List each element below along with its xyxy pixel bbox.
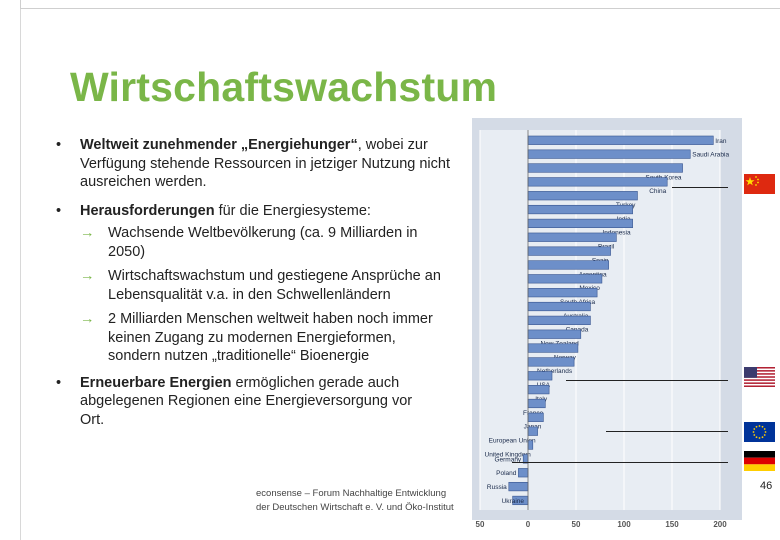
sub-text: 2 Milliarden Menschen weltweit haben noc… — [108, 311, 433, 364]
page-number: 46 — [760, 480, 773, 492]
bar — [527, 232, 617, 242]
bar — [527, 218, 633, 228]
bar — [527, 315, 591, 325]
bar — [527, 371, 553, 381]
bar-label: Russia — [487, 484, 507, 491]
bullet-text: für die Energiesysteme: — [214, 202, 371, 219]
bar-label: Netherlands — [537, 368, 573, 375]
china-flag — [744, 174, 775, 194]
bullet-text: , wobei zur Verfügung stehende Ressource… — [80, 137, 450, 190]
bar-label: Poland — [496, 470, 517, 477]
bar — [527, 149, 691, 159]
bar — [527, 274, 603, 284]
bar-label: United Kingdom — [485, 451, 531, 458]
x-tick-label: 0 — [526, 520, 531, 529]
slide-frame-left — [20, 0, 21, 540]
bullet-text: ermöglichen gerade auch abgelegenen Regi… — [80, 374, 413, 428]
sub-item: → Wirtschaftswachstum und gestiegene Ans… — [56, 267, 456, 304]
bar-label: Ukraine — [502, 498, 525, 505]
sub-text: Wirtschaftswachstum und gestiegene Anspr… — [108, 268, 441, 303]
footer: econsense – Forum Nachhaltige Entwicklun… — [256, 487, 454, 515]
footer-line: der Deutschen Wirtschaft e. V. und Öko-I… — [256, 502, 454, 513]
bar — [527, 177, 668, 187]
x-tick-label: 50 — [572, 520, 581, 529]
sub-item: → 2 Milliarden Menschen weltweit haben n… — [56, 310, 456, 366]
bar-label: Iran — [715, 138, 727, 145]
x-tick-label: 50 — [476, 520, 485, 529]
bar — [518, 468, 529, 478]
bar — [527, 288, 598, 298]
bar-label: Saudi Arabia — [692, 152, 729, 159]
bar — [527, 385, 550, 395]
bar-label: Germany — [494, 456, 521, 463]
bar — [508, 481, 529, 492]
usa-pointer-line — [566, 380, 728, 381]
eu-pointer-line — [606, 431, 728, 432]
germany-flag — [744, 451, 775, 471]
bar — [527, 204, 633, 215]
bar-label: European Union — [489, 437, 536, 444]
bar — [527, 440, 534, 450]
slide-frame-top — [20, 0, 780, 9]
bar — [527, 398, 546, 409]
bar — [527, 191, 638, 201]
bullet-item: • Erneuerbare Energien ermöglichen gerad… — [56, 374, 456, 430]
china-pointer-line — [672, 187, 728, 188]
bar-label: China — [649, 188, 666, 195]
bar-label: Indonesia — [602, 230, 631, 237]
slide-title: Wirtschaftswachstum — [70, 64, 498, 110]
x-tick-label: 150 — [665, 520, 679, 529]
bullet-dot: • — [56, 374, 62, 391]
bullet-list: • Weltweit zunehmender „Energiehunger“, … — [56, 136, 456, 429]
bar — [527, 329, 582, 339]
arrow-icon: → — [80, 311, 95, 327]
bar — [527, 246, 611, 256]
bullet-item: • Herausforderungen für die Energiesyste… — [56, 202, 456, 221]
bullet-bold: Erneuerbare Energien — [80, 374, 232, 391]
bar — [527, 301, 591, 312]
footer-line: econsense – Forum Nachhaltige Entwicklun… — [256, 488, 447, 499]
bar — [527, 412, 544, 422]
usa-flag — [744, 367, 775, 387]
x-tick-label: 200 — [713, 520, 727, 529]
bar — [527, 260, 609, 270]
bullet-dot: • — [56, 202, 62, 219]
sub-text: Wachsende Weltbevölkerung (ca. 9 Milliar… — [108, 225, 418, 260]
arrow-icon: → — [80, 225, 95, 241]
bullet-item: • Weltweit zunehmender „Energiehunger“, … — [56, 136, 456, 192]
bullet-bold: Herausforderungen — [80, 202, 215, 219]
sub-item: → Wachsende Weltbevölkerung (ca. 9 Milli… — [56, 224, 456, 261]
bar — [527, 163, 683, 173]
bar — [527, 343, 579, 353]
x-tick-label: 100 — [617, 520, 631, 529]
eu-flag — [744, 422, 775, 442]
bar — [527, 357, 575, 367]
bullet-dot: • — [56, 137, 62, 153]
bar — [527, 135, 714, 145]
arrow-icon: → — [80, 268, 95, 284]
bullet-bold: Weltweit zunehmender „Energiehunger“ — [80, 137, 358, 153]
germany-pointer-line — [512, 462, 728, 463]
bar — [527, 426, 538, 436]
